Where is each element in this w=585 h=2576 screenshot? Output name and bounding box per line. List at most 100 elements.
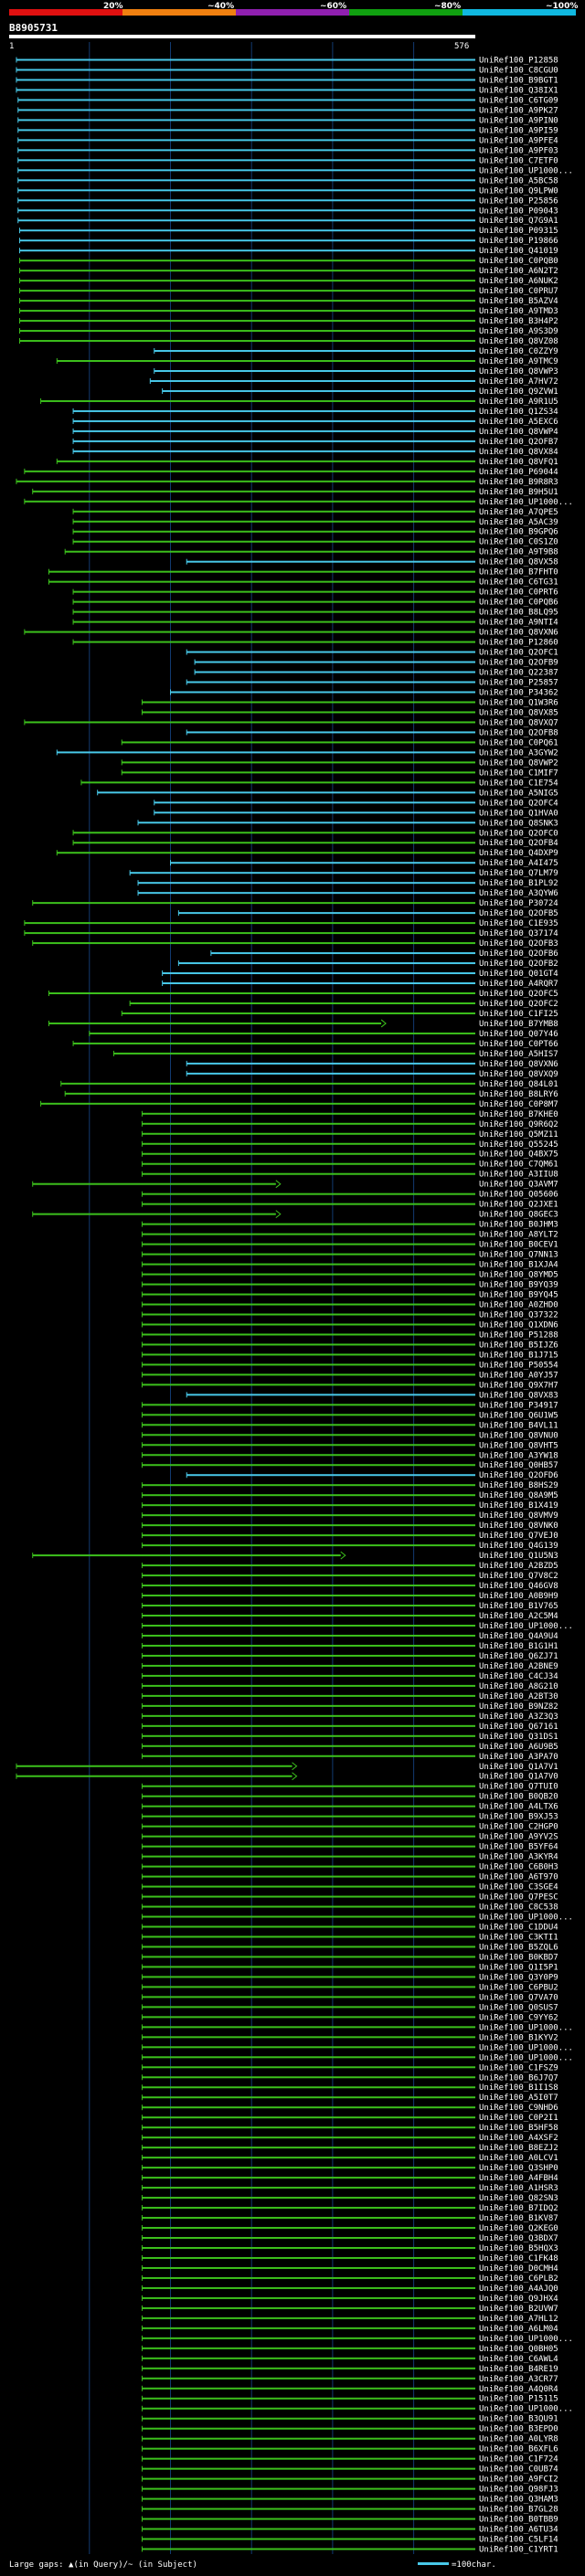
hit-bar[interactable]	[142, 2387, 475, 2390]
hit-row[interactable]: UniRef100_A2BZD5	[141, 1562, 558, 1571]
hit-bar[interactable]	[142, 1654, 475, 1657]
hit-label[interactable]: UniRef100_A6LM04	[479, 2325, 558, 2334]
hit-bar[interactable]	[142, 1935, 475, 1938]
hit-row[interactable]: UniRef100_Q3SHP0	[141, 2164, 558, 2173]
hit-bar[interactable]	[142, 1815, 475, 1818]
hit-bar[interactable]	[57, 460, 475, 462]
hit-label[interactable]: UniRef100_C4CJ34	[479, 1672, 558, 1681]
hit-bar[interactable]	[142, 2066, 475, 2069]
hit-label[interactable]: UniRef100_Q1HVA0	[479, 809, 558, 818]
hit-label[interactable]: UniRef100_P25856	[479, 196, 558, 206]
hit-label[interactable]: UniRef100_Q8VFQ1	[479, 458, 558, 467]
hit-row[interactable]: UniRef100_UP1000...	[141, 2043, 573, 2052]
hit-row[interactable]: UniRef100_A4RQR7	[162, 980, 558, 989]
hit-row[interactable]: UniRef100_UP1000...	[141, 1913, 573, 1923]
hit-bar[interactable]	[73, 530, 475, 533]
hit-bar[interactable]	[24, 922, 476, 925]
hit-bar[interactable]	[17, 99, 475, 101]
hit-bar[interactable]	[73, 832, 475, 834]
hit-row[interactable]: UniRef100_UP1000...	[24, 498, 573, 507]
hit-label[interactable]: UniRef100_B5AZV4	[479, 297, 558, 306]
hit-row[interactable]: UniRef100_Q1U5N3	[32, 1551, 558, 1561]
hit-row[interactable]: UniRef100_Q01GT4	[162, 970, 558, 979]
hit-row[interactable]: UniRef100_A1HSR3	[141, 2184, 558, 2193]
hit-bar[interactable]	[142, 2467, 475, 2470]
hit-row[interactable]: UniRef100_B1KV87	[141, 2214, 558, 2223]
hit-row[interactable]: UniRef100_P30724	[32, 899, 558, 908]
hit-row[interactable]: UniRef100_A3YW18	[141, 1451, 558, 1460]
hit-label[interactable]: UniRef100_Q4BX75	[479, 1150, 558, 1160]
hit-bar[interactable]	[142, 1383, 475, 1386]
hit-bar[interactable]	[24, 470, 476, 472]
hit-bar[interactable]	[142, 2487, 475, 2490]
hit-bar[interactable]	[142, 1956, 475, 1958]
hit-bar[interactable]	[186, 731, 476, 734]
hit-bar[interactable]	[142, 2106, 475, 2109]
hit-row[interactable]: UniRef100_A0LCV1	[141, 2154, 558, 2163]
hit-row[interactable]: UniRef100_C0S1Z0	[72, 538, 558, 547]
hit-bar[interactable]	[142, 1514, 475, 1517]
hit-bar[interactable]	[142, 1795, 475, 1797]
hit-label[interactable]: UniRef100_C6PBU2	[479, 1983, 558, 1992]
hit-bar[interactable]	[142, 1905, 475, 1908]
hit-label[interactable]: UniRef100_Q1XDN6	[479, 1320, 558, 1330]
hit-label[interactable]: UniRef100_D0CMH4	[479, 2264, 558, 2274]
hit-row[interactable]: UniRef100_Q2JXE1	[141, 1201, 558, 1210]
hit-label[interactable]: UniRef100_A4I475	[479, 859, 558, 868]
hit-label[interactable]: UniRef100_A6U9B5	[479, 1743, 558, 1752]
hit-label[interactable]: UniRef100_Q8VHT5	[479, 1441, 558, 1450]
hit-row[interactable]: UniRef100_Q3BDX7	[141, 2234, 558, 2243]
hit-bar[interactable]	[142, 2507, 475, 2510]
hit-label[interactable]: UniRef100_Q07Y46	[479, 1030, 558, 1039]
hit-row[interactable]: UniRef100_A9TMD3	[19, 307, 558, 316]
hit-label[interactable]: UniRef100_B9H5U1	[479, 488, 558, 497]
hit-row[interactable]: UniRef100_C1MIF7	[121, 769, 558, 778]
hit-row[interactable]: UniRef100_C0P8M7	[40, 1100, 558, 1109]
hit-row[interactable]: UniRef100_B0CEV1	[141, 1241, 558, 1250]
hit-row[interactable]: UniRef100_B3QU91	[141, 2415, 558, 2424]
hit-row[interactable]: UniRef100_Q6U1W5	[141, 1411, 558, 1420]
hit-label[interactable]: UniRef100_Q67161	[479, 1723, 558, 1732]
hit-bar[interactable]	[142, 1273, 475, 1276]
hit-row[interactable]: UniRef100_Q9JHX4	[141, 2295, 558, 2304]
hit-row[interactable]: UniRef100_C6TG09	[17, 96, 558, 105]
hit-bar[interactable]	[142, 2276, 475, 2279]
hit-bar[interactable]	[142, 1714, 475, 1717]
hit-bar[interactable]	[142, 2427, 475, 2430]
hit-label[interactable]: UniRef100_A5I0T7	[479, 2094, 558, 2103]
hit-row[interactable]: UniRef100_Q8VXN6	[24, 629, 558, 638]
hit-row[interactable]: UniRef100_A3GYW2	[56, 748, 558, 758]
hit-row[interactable]: UniRef100_A0YJ57	[141, 1371, 558, 1380]
hit-bar[interactable]	[142, 2407, 475, 2410]
hit-bar[interactable]	[142, 1343, 475, 1346]
hit-row[interactable]: UniRef100_C3KTI1	[141, 1933, 558, 1942]
hit-row[interactable]: UniRef100_A4FBH4	[141, 2174, 558, 2183]
hit-bar[interactable]	[142, 2076, 475, 2079]
hit-label[interactable]: UniRef100_B9BGT1	[479, 76, 558, 85]
hit-row[interactable]: UniRef100_B5YF64	[141, 1843, 558, 1852]
hit-bar[interactable]	[142, 1524, 475, 1527]
hit-row[interactable]: UniRef100_Q2OFB5	[177, 909, 558, 918]
hit-label[interactable]: UniRef100_A9PK27	[479, 106, 558, 115]
hit-bar[interactable]	[142, 2227, 475, 2230]
hit-bar[interactable]	[142, 2538, 475, 2540]
hit-row[interactable]: UniRef100_A6T970	[141, 1873, 558, 1882]
hit-bar[interactable]	[142, 1624, 475, 1627]
hit-bar[interactable]	[17, 189, 475, 192]
hit-row[interactable]: UniRef100_B4VL11	[141, 1421, 558, 1430]
hit-label[interactable]: UniRef100_B0CEV1	[479, 1241, 558, 1250]
hit-row[interactable]: UniRef100_Q8VX83	[186, 1391, 558, 1400]
hit-label[interactable]: UniRef100_A0B9H9	[479, 1592, 558, 1601]
hit-row[interactable]: UniRef100_Q37322	[141, 1310, 558, 1320]
hit-row[interactable]: UniRef100_D0CMH4	[141, 2264, 558, 2274]
hit-label[interactable]: UniRef100_C8CGU0	[479, 66, 558, 75]
hit-row[interactable]: UniRef100_Q37174	[24, 929, 558, 938]
hit-row[interactable]: UniRef100_C0PQ61	[121, 738, 558, 747]
hit-bar[interactable]	[142, 2126, 475, 2129]
hit-row[interactable]: UniRef100_Q2OFB4	[72, 839, 558, 848]
hit-label[interactable]: UniRef100_Q7VEJ0	[479, 1532, 558, 1541]
hit-label[interactable]: UniRef100_C0P8M7	[479, 1100, 558, 1109]
hit-label[interactable]: UniRef100_B1KV87	[479, 2214, 558, 2223]
hit-row[interactable]: UniRef100_Q8VWP2	[121, 758, 558, 768]
hit-row[interactable]: UniRef100_Q2OFC4	[154, 799, 558, 808]
